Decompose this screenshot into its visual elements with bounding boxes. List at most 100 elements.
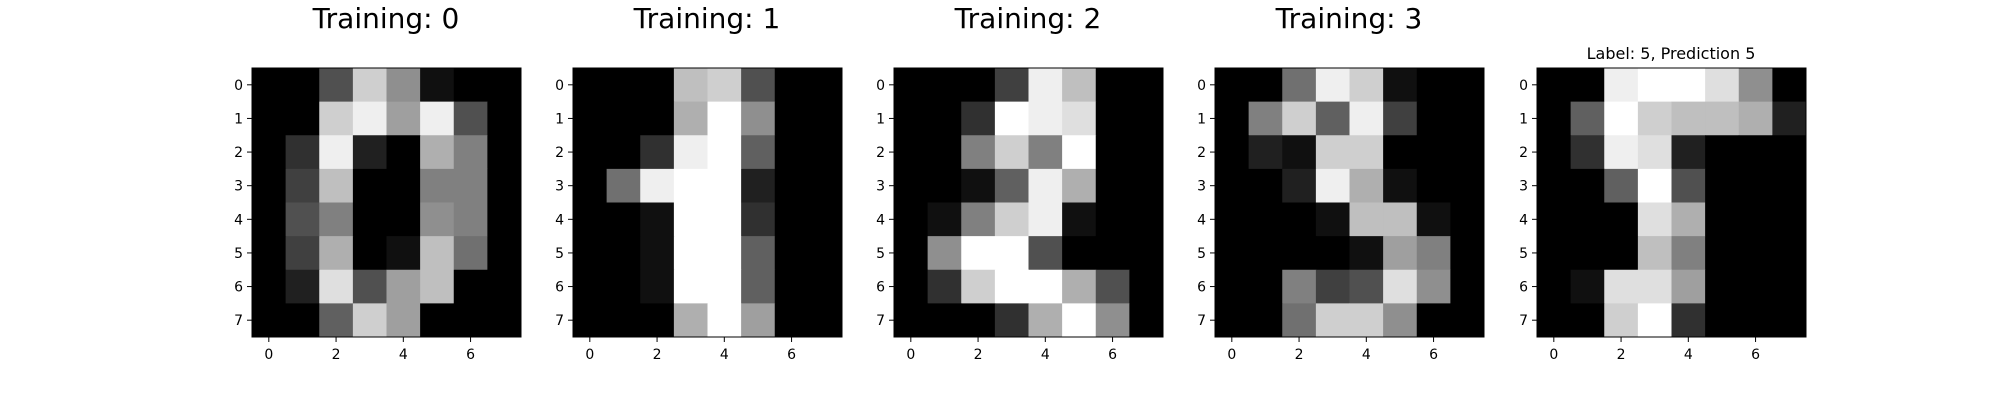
pixel-cell (1705, 68, 1740, 103)
pixel-cell (1383, 202, 1418, 237)
pixel-cell (606, 101, 641, 136)
pixel-cell (1738, 168, 1773, 203)
y-tick-label: 2 (555, 145, 564, 161)
pixel-cell (1604, 269, 1639, 304)
pixel-cell (1282, 101, 1317, 136)
pixel-cell (352, 135, 387, 170)
pixel-cell (386, 168, 421, 203)
pixel-cell (606, 303, 641, 338)
pixel-cell (808, 269, 843, 304)
y-tick-label: 2 (234, 145, 243, 161)
pixel-cell (420, 303, 455, 338)
pixel-cell (1129, 303, 1164, 338)
pixel-cell (1095, 101, 1130, 136)
pixel-cell (673, 202, 708, 237)
pixel-cell (573, 101, 608, 136)
pixel-cell (1772, 269, 1807, 304)
pixel-cell (774, 202, 809, 237)
pixel-cell (1248, 168, 1283, 203)
pixel-cell (673, 68, 708, 103)
pixel-cell (741, 135, 776, 170)
pixel-cell (1383, 236, 1418, 271)
pixel-cell (1416, 101, 1451, 136)
pixel-cell (1315, 202, 1350, 237)
y-tick-label: 4 (555, 212, 564, 228)
pixel-cell (1062, 269, 1097, 304)
y-tick-label: 5 (555, 246, 564, 262)
pixel-cell (420, 135, 455, 170)
pixel-cell (1671, 135, 1706, 170)
pixel-cell (1450, 202, 1485, 237)
pixel-cell (1772, 68, 1807, 103)
pixel-cell (1416, 68, 1451, 103)
pixel-cell (1282, 168, 1317, 203)
y-tick-label: 3 (1519, 179, 1528, 195)
pixel-cell (640, 202, 675, 237)
pixel-cell (352, 236, 387, 271)
pixel-cell (1416, 269, 1451, 304)
pixel-cell (1248, 303, 1283, 338)
pixel-cell (1637, 269, 1672, 304)
pixel-cell (1062, 135, 1097, 170)
y-tick-label: 3 (876, 179, 885, 195)
y-tick-label: 6 (1197, 280, 1206, 296)
x-tick-label: 6 (1751, 347, 1760, 363)
pixel-cell (1129, 269, 1164, 304)
pixel-cell (707, 68, 742, 103)
pixel-cell (994, 101, 1029, 136)
pixel-cell (487, 168, 522, 203)
pixel-cell (1604, 101, 1639, 136)
pixel-cell (774, 68, 809, 103)
x-tick-label: 4 (720, 347, 729, 363)
pixel-cell (1537, 168, 1572, 203)
pixel-cell (640, 303, 675, 338)
pixel-cell (1637, 101, 1672, 136)
pixel-cell (606, 68, 641, 103)
pixel-cell (1282, 303, 1317, 338)
pixel-cell (808, 168, 843, 203)
pixel-cell (386, 269, 421, 304)
pixel-cell (487, 236, 522, 271)
pixel-cell (252, 68, 287, 103)
pixel-cell (1095, 68, 1130, 103)
pixel-cell (1129, 101, 1164, 136)
pixel-cell (673, 236, 708, 271)
pixel-cell (1705, 101, 1740, 136)
subplot-title-3: Training: 2 (954, 2, 1102, 35)
pixel-cell (1215, 135, 1250, 170)
pixel-cell (1349, 202, 1384, 237)
pixel-cell (1248, 135, 1283, 170)
pixel-cell (1738, 68, 1773, 103)
pixel-cell (420, 101, 455, 136)
pixel-cell (1095, 236, 1130, 271)
pixel-cell (386, 101, 421, 136)
pixel-cell (487, 135, 522, 170)
subplot-2: 0 2 4 6 0 1 2 3 4 5 6 7 (555, 67, 843, 363)
x-tick-label: 6 (787, 347, 796, 363)
pixel-cell (774, 269, 809, 304)
pixel-cell (1604, 236, 1639, 271)
pixel-cell (1637, 68, 1672, 103)
pixel-cell (961, 269, 996, 304)
pixel-cell (573, 269, 608, 304)
pixel-cell (961, 202, 996, 237)
pixel-cell (961, 303, 996, 338)
pixel-cell (994, 68, 1029, 103)
x-tick-label: 0 (264, 347, 273, 363)
pixel-cell (1062, 236, 1097, 271)
pixel-cell (927, 202, 962, 237)
pixel-cell (994, 202, 1029, 237)
pixel-cell (1671, 68, 1706, 103)
pixel-cell (319, 303, 354, 338)
pixel-cell (606, 135, 641, 170)
pixel-cell (453, 101, 488, 136)
pixel-cell (1537, 236, 1572, 271)
subplot-1: 0 2 4 6 0 1 2 3 4 5 6 7 (234, 67, 522, 363)
pixel-cell (453, 269, 488, 304)
pixel-cell (1772, 168, 1807, 203)
pixel-cell (1637, 202, 1672, 237)
pixel-cell (1671, 269, 1706, 304)
pixel-cell (1282, 269, 1317, 304)
pixel-cell (1570, 168, 1605, 203)
